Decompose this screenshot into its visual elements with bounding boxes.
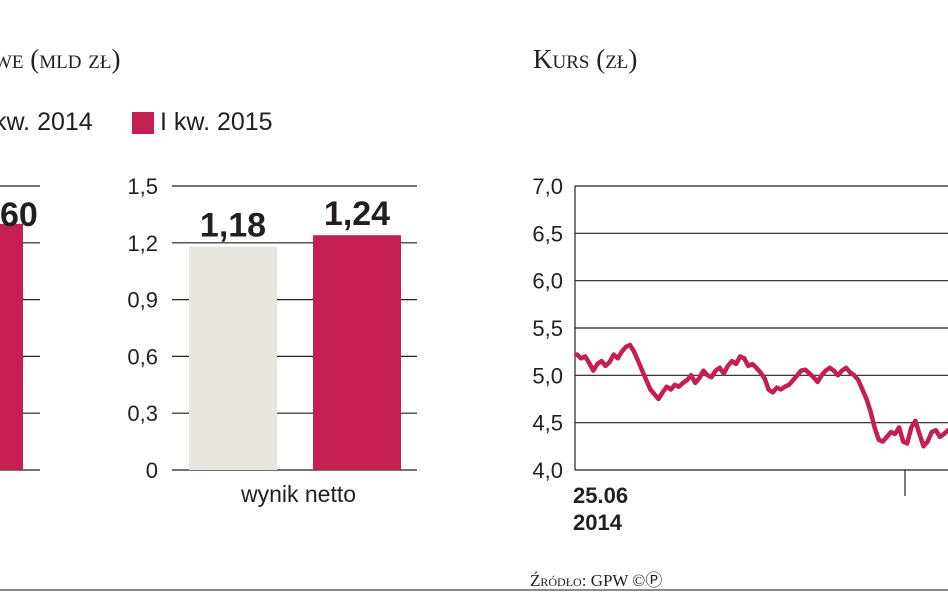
price-y-tick-label: 6,5 — [532, 221, 563, 246]
netto-y-tick-label: 0,9 — [127, 288, 158, 313]
netto-data-label: 1,18 — [200, 207, 266, 245]
netto-y-tick-label: 1,2 — [127, 231, 158, 256]
price-y-tick-label: 4,0 — [532, 458, 563, 483]
price-y-tick-label: 6,0 — [532, 269, 563, 294]
source-note: Źródło: GPW ©Ⓟ — [530, 571, 663, 590]
price-x-start-date: 25.06 — [573, 483, 628, 508]
price-x-start-year: 2014 — [573, 510, 623, 535]
price-y-tick-label: 7,0 — [532, 174, 563, 199]
netto-y-tick-label: 0 — [146, 458, 158, 483]
left-chart-data-label: 60 — [0, 196, 38, 234]
netto-y-tick-label: 1,5 — [127, 174, 158, 199]
price-line — [574, 342, 948, 449]
bottom-divider — [0, 589, 948, 591]
netto-y-tick-label: 0,6 — [127, 344, 158, 369]
legend-item-2014: kw. 2014 — [0, 108, 93, 137]
price-chart-heading: Kurs (zł) — [533, 44, 638, 74]
left-chart-bar — [0, 223, 23, 470]
legend-label-2014: kw. 2014 — [0, 108, 93, 136]
netto-category-label: wynik netto — [240, 481, 356, 507]
price-y-tick-label: 4,5 — [532, 411, 563, 436]
left-chart-heading: we (mld zł) — [0, 44, 121, 74]
legend-item-2015: I kw. 2015 — [132, 108, 273, 137]
netto-y-tick-label: 0,3 — [127, 401, 158, 426]
netto-data-label: 1,24 — [324, 195, 390, 233]
price-y-tick-label: 5,5 — [532, 316, 563, 341]
netto-bar-2015 — [313, 235, 401, 470]
price-y-tick-label: 5,0 — [532, 363, 563, 388]
netto-bar-2014 — [189, 246, 277, 470]
legend-swatch-2015 — [132, 111, 154, 134]
legend-label-2015: I kw. 2015 — [160, 108, 273, 136]
